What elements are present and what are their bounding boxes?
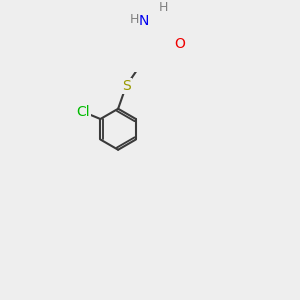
Text: S: S [122, 79, 130, 93]
Text: H: H [159, 1, 168, 14]
Text: N: N [139, 14, 149, 28]
Text: H: H [130, 13, 140, 26]
Text: Cl: Cl [76, 105, 90, 119]
Text: O: O [174, 37, 185, 51]
